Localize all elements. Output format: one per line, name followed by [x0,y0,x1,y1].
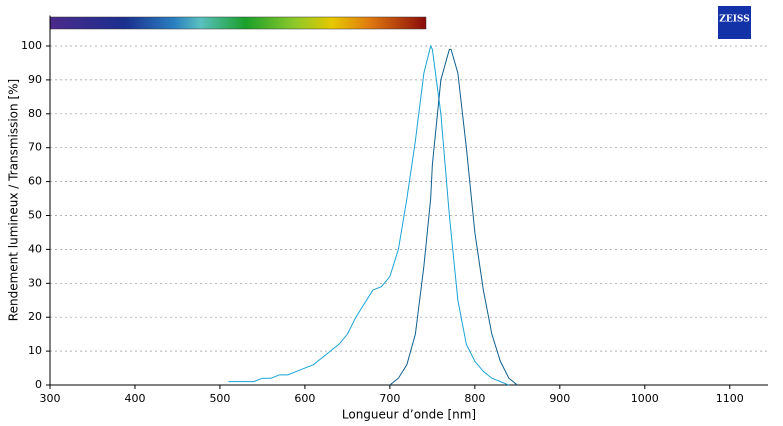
x-tick-label: 700 [379,392,400,405]
x-tick-label: 900 [549,392,570,405]
x-tick-label: 500 [209,392,230,405]
y-tick-label: 40 [28,242,42,255]
spectrum-bar [49,16,427,30]
x-tick-label: 300 [40,392,61,405]
logo: ZEISS [719,15,749,25]
y-tick-label: 70 [28,141,42,154]
y-tick-label: 30 [28,276,42,289]
y-tick-label: 50 [28,209,42,222]
y-tick-label: 0 [35,378,42,391]
x-tick-label: 1100 [716,392,744,405]
y-tick-label: 90 [28,73,42,86]
x-tick-label: 600 [294,392,315,405]
y-tick-label: 60 [28,175,42,188]
y-tick-label: 10 [28,344,42,357]
series-line [389,48,518,386]
logo-box [718,6,751,39]
x-tick-label: 800 [464,392,485,405]
x-tick-label: 400 [124,392,145,405]
y-axis-title: Rendement lumineux / Transmission [%] [7,79,21,321]
y-tick-label: 80 [28,107,42,120]
x-tick-label: 1000 [631,392,659,405]
y-tick-label: 100 [21,39,42,52]
series-line [228,44,510,386]
x-axis-title: Longueur d’onde [nm] [342,408,476,422]
y-tick-label: 20 [28,310,42,323]
